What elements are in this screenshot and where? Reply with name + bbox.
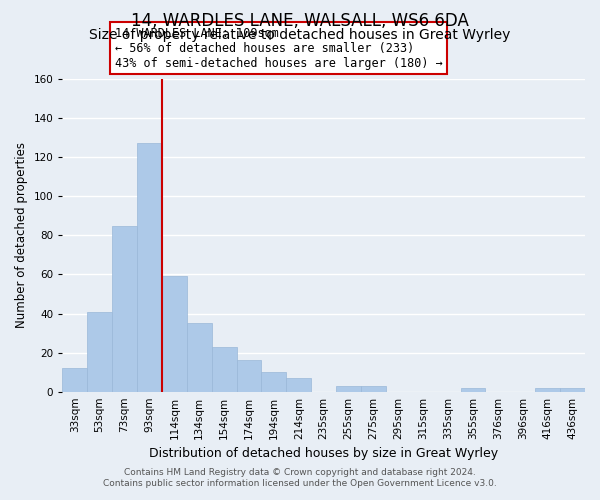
Bar — [62, 368, 87, 392]
Text: Size of property relative to detached houses in Great Wyrley: Size of property relative to detached ho… — [89, 28, 511, 42]
Bar — [212, 346, 236, 392]
X-axis label: Distribution of detached houses by size in Great Wyrley: Distribution of detached houses by size … — [149, 447, 498, 460]
Bar — [286, 378, 311, 392]
Bar — [336, 386, 361, 392]
Bar — [236, 360, 262, 392]
Bar — [461, 388, 485, 392]
Text: 14, WARDLES LANE, WALSALL, WS6 6DA: 14, WARDLES LANE, WALSALL, WS6 6DA — [131, 12, 469, 30]
Bar — [187, 324, 212, 392]
Bar — [262, 372, 286, 392]
Text: 14 WARDLES LANE: 109sqm
← 56% of detached houses are smaller (233)
43% of semi-d: 14 WARDLES LANE: 109sqm ← 56% of detache… — [115, 26, 442, 70]
Y-axis label: Number of detached properties: Number of detached properties — [15, 142, 28, 328]
Text: Contains HM Land Registry data © Crown copyright and database right 2024.
Contai: Contains HM Land Registry data © Crown c… — [103, 468, 497, 487]
Bar — [535, 388, 560, 392]
Bar — [560, 388, 585, 392]
Bar — [361, 386, 386, 392]
Bar — [137, 144, 162, 392]
Bar — [162, 276, 187, 392]
Bar — [112, 226, 137, 392]
Bar — [87, 312, 112, 392]
